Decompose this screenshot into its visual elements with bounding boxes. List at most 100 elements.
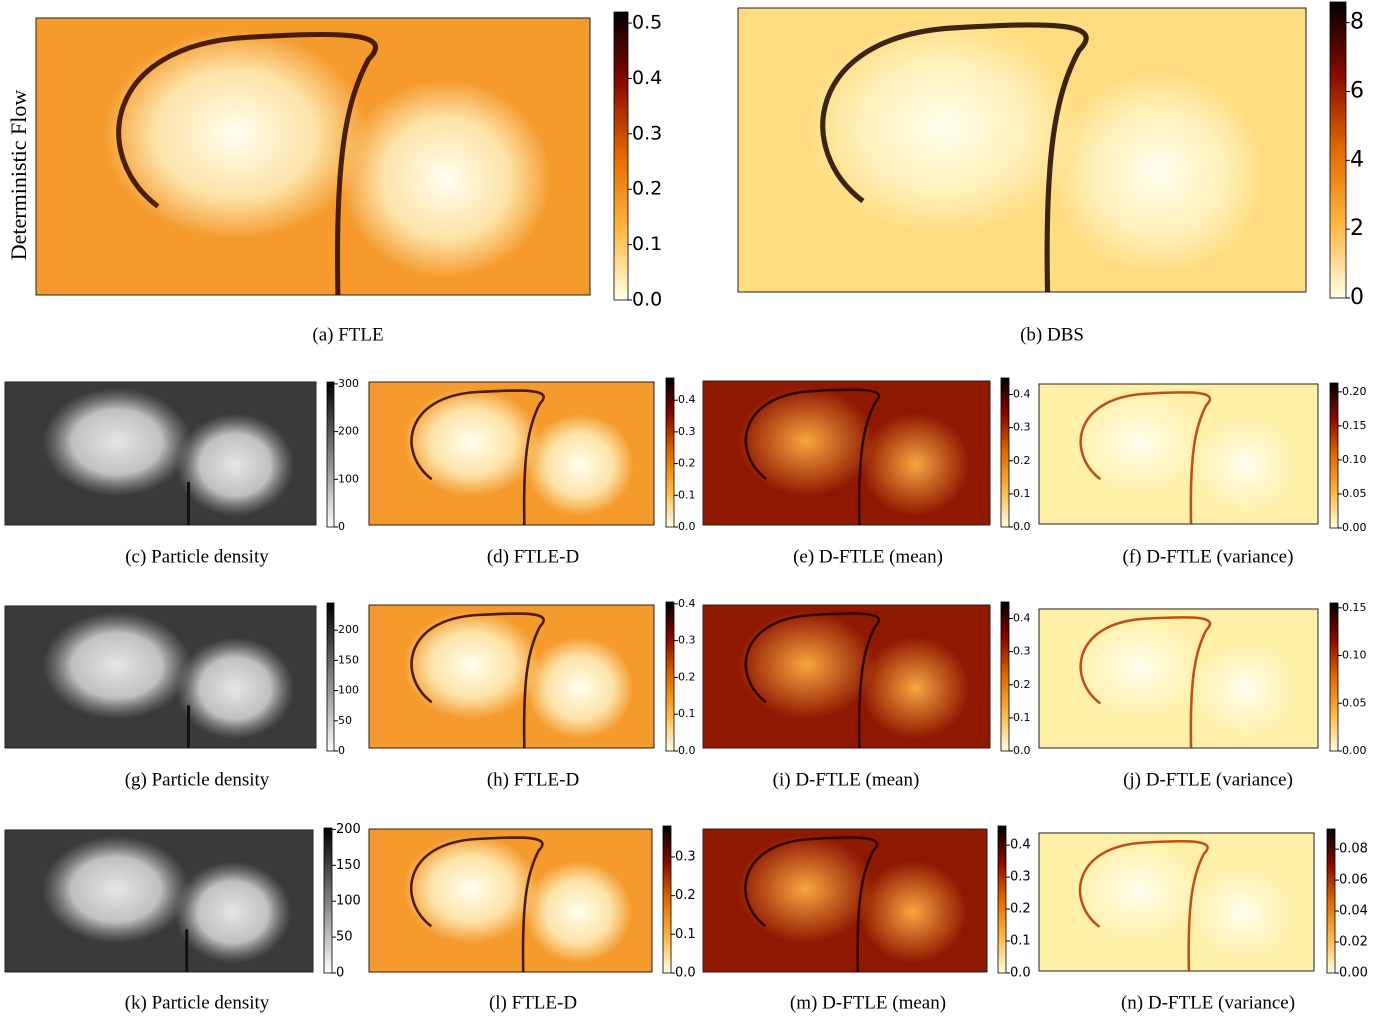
colorbar (663, 826, 671, 973)
vortex-left (1072, 839, 1204, 944)
vortex-left (42, 836, 190, 944)
panel-caption: (b) DBS (1020, 324, 1084, 345)
colorbar-tick-label: 0.08 (1339, 842, 1368, 857)
colorbar (1001, 602, 1009, 751)
colorbar-tick-label: 0.0 (632, 289, 662, 311)
colorbar-tick-label: 0 (336, 966, 344, 981)
field-image (5, 382, 316, 525)
colorbar-tick-label: 0 (338, 744, 345, 757)
panel-caption: (c) Particle density (125, 546, 269, 567)
panel-caption: (f) D-FTLE (variance) (1123, 546, 1294, 567)
colorbar-tick-label: 4 (1350, 147, 1364, 172)
colorbar-tick-label: 200 (338, 425, 359, 438)
vortex-left (403, 835, 539, 944)
colorbar-tick-label: 0.05 (1342, 696, 1367, 709)
field-image (703, 605, 990, 748)
panel-caption: (e) D-FTLE (mean) (793, 546, 943, 567)
panel-caption: (n) D-FTLE (variance) (1121, 992, 1295, 1013)
colorbar-tick-label: 0.0 (678, 520, 696, 533)
vortex-right (861, 413, 970, 517)
field-image (1039, 833, 1314, 971)
colorbar (327, 603, 334, 751)
vortex-left (403, 388, 540, 497)
colorbar-tick-label: 0.4 (678, 393, 696, 406)
colorbar-tick-label: 0.1 (632, 233, 662, 255)
colorbar (614, 12, 628, 300)
colorbar-tick-label: 0.1 (675, 927, 696, 942)
colorbar (1001, 378, 1009, 527)
colorbar-tick-label: 0.3 (675, 849, 696, 864)
colorbar (1330, 603, 1338, 751)
vortex-right (1190, 863, 1295, 962)
colorbar-tick-label: 0.4 (1013, 612, 1031, 625)
vortex-right (526, 636, 634, 739)
field-image (369, 382, 654, 525)
colorbar-tick-label: 0.1 (678, 488, 696, 501)
vortex-left (42, 388, 191, 497)
colorbar (327, 382, 334, 527)
vortex-right (861, 636, 970, 739)
colorbar (1327, 829, 1335, 973)
colorbar (1330, 2, 1346, 298)
colorbar-tick-label: 50 (338, 714, 352, 727)
vortex-left (1072, 390, 1206, 496)
colorbar (324, 828, 332, 973)
colorbar-tick-label: 0.2 (678, 457, 696, 470)
colorbar-tick-label: 200 (336, 822, 361, 837)
colorbar-tick-label: 0.3 (1013, 645, 1031, 658)
colorbar-tick-label: 100 (338, 684, 359, 697)
colorbar-tick-label: 0.0 (1013, 744, 1031, 757)
vortex-right (341, 79, 552, 278)
colorbar-tick-label: 0.0 (675, 966, 696, 981)
vortex-right (859, 860, 967, 963)
vortex-right (1192, 640, 1298, 740)
field-image (703, 381, 990, 525)
colorbar-tick-label: 50 (336, 930, 353, 945)
vortex-left (737, 611, 875, 720)
colorbar-tick-label: 2 (1350, 216, 1364, 241)
colorbar-tick-label: 0.2 (1010, 902, 1031, 917)
colorbar-tick-label: 0.15 (1342, 601, 1367, 614)
colorbar (1330, 383, 1338, 528)
colorbar-tick-label: 0.00 (1342, 744, 1367, 757)
panel-caption: (m) D-FTLE (mean) (790, 992, 946, 1013)
colorbar-tick-label: 150 (336, 858, 361, 873)
field-image (1039, 609, 1318, 748)
field-image (1039, 384, 1318, 524)
colorbar-tick-label: 0.05 (1342, 487, 1367, 500)
colorbar-tick-label: 200 (338, 623, 359, 636)
colorbar-tick-label: 0 (1350, 285, 1364, 310)
panel-caption: (d) FTLE-D (487, 546, 579, 567)
colorbar-tick-label: 0.3 (632, 122, 662, 144)
colorbar-tick-label: 0.1 (1013, 487, 1031, 500)
panel-caption: (h) FTLE-D (487, 769, 579, 790)
vortex-right (1050, 70, 1266, 274)
colorbar-tick-label: 0.3 (1010, 870, 1031, 885)
colorbar-tick-label: 0.00 (1342, 521, 1367, 534)
colorbar-tick-label: 0.2 (632, 178, 662, 200)
colorbar-tick-label: 0.1 (1013, 711, 1031, 724)
colorbar-tick-label: 0.02 (1339, 935, 1368, 950)
vortex-left (403, 611, 540, 720)
vortex-right (176, 637, 294, 739)
colorbar-tick-label: 0.0 (678, 744, 696, 757)
field-image (5, 830, 313, 972)
panel-caption: (i) D-FTLE (mean) (773, 769, 920, 790)
vortex-right (176, 413, 294, 516)
vortex-left (806, 19, 1079, 235)
colorbar-tick-label: 0.2 (1013, 678, 1031, 691)
vortex-left (737, 387, 875, 496)
colorbar-tick-label: 150 (338, 653, 359, 666)
field-image (369, 829, 652, 972)
colorbar-tick-label: 300 (338, 377, 359, 390)
panel-caption: (g) Particle density (125, 769, 270, 790)
colorbar-tick-label: 0.15 (1342, 419, 1367, 432)
vortex-right (1192, 415, 1298, 516)
colorbar-tick-label: 0.3 (678, 425, 696, 438)
colorbar-tick-label: 0.4 (1010, 838, 1031, 853)
colorbar-tick-label: 0.4 (1013, 388, 1031, 401)
field-image (369, 605, 654, 748)
colorbar-tick-label: 0.10 (1342, 649, 1367, 662)
colorbar (666, 378, 674, 527)
colorbar (666, 602, 674, 751)
